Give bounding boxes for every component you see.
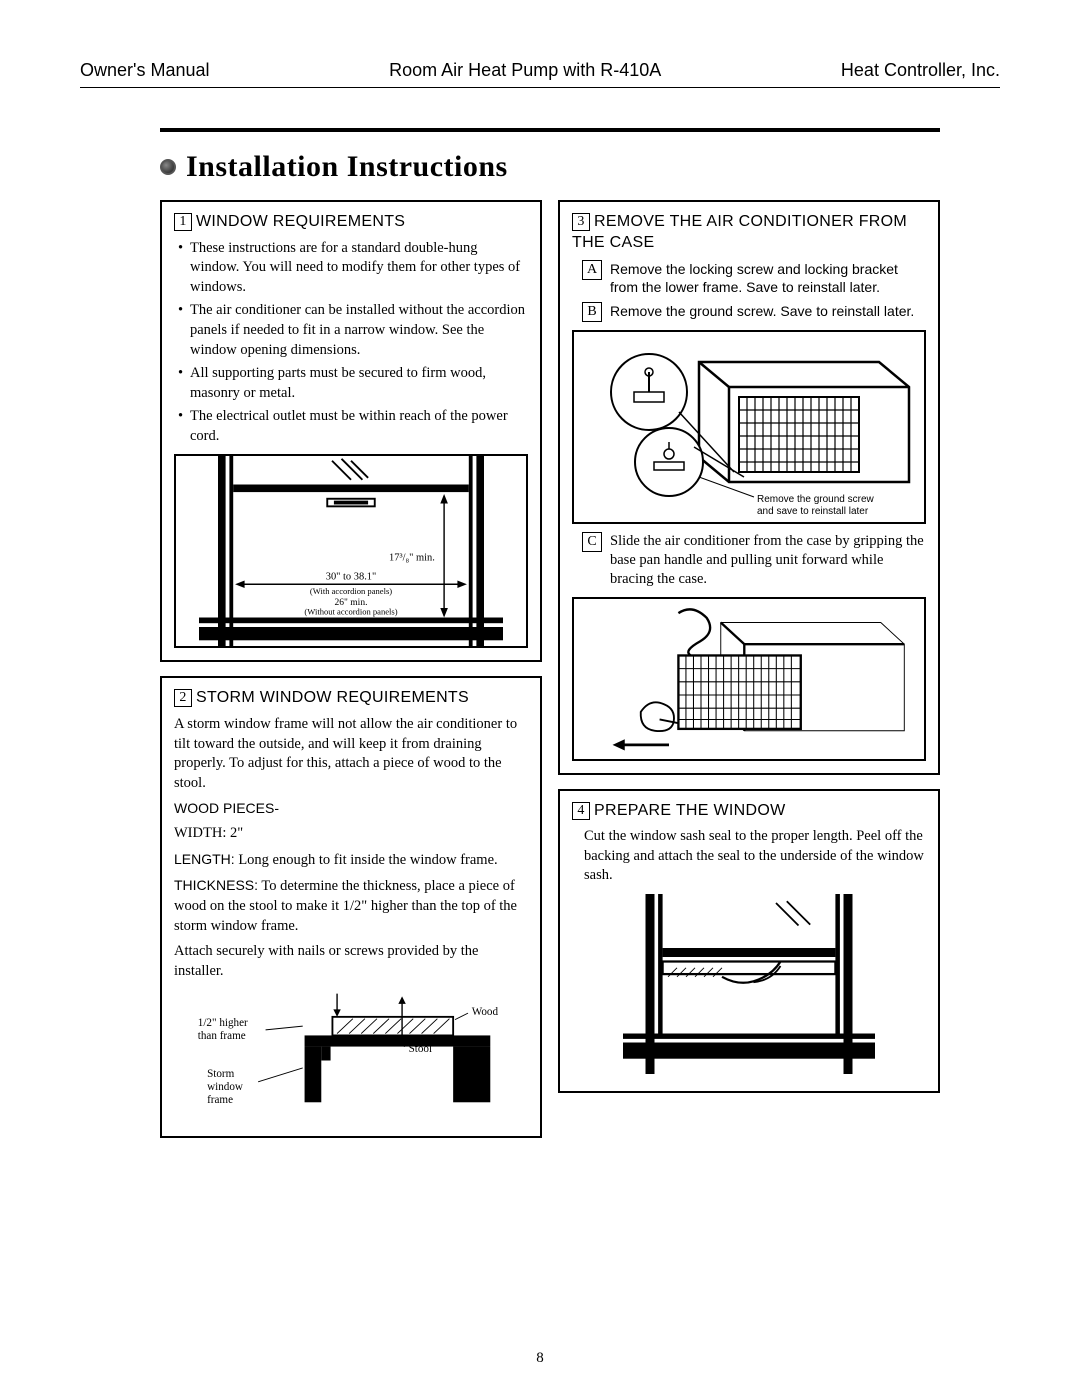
svg-text:Storm: Storm bbox=[207, 1069, 235, 1081]
panel2-intro: A storm window frame will not allow the … bbox=[174, 715, 528, 793]
svg-text:1/2" higher: 1/2" higher bbox=[198, 1017, 248, 1029]
content-area: Installation Instructions 1WINDOW REQUIR… bbox=[160, 128, 940, 1138]
step-b: B Remove the ground screw. Save to reins… bbox=[582, 302, 926, 322]
header-right: Heat Controller, Inc. bbox=[841, 60, 1000, 81]
step-c: C Slide the air conditioner from the cas… bbox=[582, 532, 926, 589]
panel3-title-text: REMOVE THE AIR CONDITIONER FROM THE CASE bbox=[572, 213, 907, 251]
svg-text:Stool: Stool bbox=[409, 1043, 433, 1055]
panel3-steps-c: C Slide the air conditioner from the cas… bbox=[572, 532, 926, 589]
thickness-line: THICKNESS: To determine the thickness, p… bbox=[174, 876, 528, 936]
fig1-w1s: (With accordion panels) bbox=[310, 586, 392, 596]
step-b-letter: B bbox=[582, 302, 602, 322]
panel-storm-window: 2STORM WINDOW REQUIREMENTS A storm windo… bbox=[160, 676, 542, 1138]
length-line: LENGTH: Long enough to fit inside the wi… bbox=[174, 850, 528, 871]
svg-text:than frame: than frame bbox=[198, 1030, 246, 1042]
right-column: 3REMOVE THE AIR CONDITIONER FROM THE CAS… bbox=[558, 200, 940, 1138]
panel4-number: 4 bbox=[572, 802, 590, 820]
panel1-bullet: All supporting parts must be secured to … bbox=[190, 364, 528, 403]
length-text: Long enough to fit inside the window fra… bbox=[235, 852, 498, 868]
attach-text: Attach securely with nails or screws pro… bbox=[174, 942, 528, 981]
svg-text:Remove the ground screw: Remove the ground screw bbox=[757, 494, 875, 505]
svg-text:and save to reinstall later: and save to reinstall later bbox=[757, 506, 869, 517]
panel-remove-ac: 3REMOVE THE AIR CONDITIONER FROM THE CAS… bbox=[558, 200, 940, 775]
thickness-label: THICKNESS: bbox=[174, 877, 258, 893]
svg-text:Wood: Wood bbox=[472, 1006, 499, 1018]
panel-window-requirements: 1WINDOW REQUIREMENTS These instructions … bbox=[160, 200, 542, 662]
panel4-title-text: PREPARE THE WINDOW bbox=[594, 802, 786, 819]
step-b-text: Remove the ground screw. Save to reinsta… bbox=[610, 302, 926, 322]
panel1-number: 1 bbox=[174, 213, 192, 231]
page-title: Installation Instructions bbox=[160, 150, 940, 184]
panel4-figure bbox=[572, 894, 926, 1079]
panel1-bullet: The air conditioner can be installed wit… bbox=[190, 301, 528, 360]
svg-text:window: window bbox=[207, 1082, 243, 1094]
width-line: WIDTH: 2" bbox=[174, 824, 528, 844]
step-a-text: Remove the locking screw and locking bra… bbox=[610, 260, 926, 296]
panel2-title-text: STORM WINDOW REQUIREMENTS bbox=[196, 689, 469, 706]
page-number: 8 bbox=[0, 1350, 1080, 1367]
panel1-bullet: The electrical outlet must be within rea… bbox=[190, 407, 528, 446]
length-label: LENGTH: bbox=[174, 851, 235, 867]
step-c-text: Slide the air conditioner from the case … bbox=[610, 532, 926, 589]
panel4-text: Cut the window sash seal to the proper l… bbox=[572, 827, 926, 886]
panel3-steps-ab: A Remove the locking screw and locking b… bbox=[572, 260, 926, 322]
panel3-figure2 bbox=[572, 597, 926, 761]
header-center: Room Air Heat Pump with R-410A bbox=[389, 60, 661, 81]
panel3-number: 3 bbox=[572, 213, 590, 231]
panel3-figure1: Remove the ground screw and save to rein… bbox=[572, 330, 926, 524]
page-header: Owner's Manual Room Air Heat Pump with R… bbox=[80, 60, 1000, 88]
panel1-bullet: These instructions are for a standard do… bbox=[190, 239, 528, 298]
panel1-title: 1WINDOW REQUIREMENTS bbox=[174, 212, 528, 233]
panel2-number: 2 bbox=[174, 689, 192, 707]
fig1-w2s: (Without accordion panels) bbox=[304, 607, 397, 617]
panel1-bullets: These instructions are for a standard do… bbox=[174, 239, 528, 447]
title-bullet-icon bbox=[160, 159, 176, 175]
panel2-title: 2STORM WINDOW REQUIREMENTS bbox=[174, 688, 528, 709]
panel2-figure: Wood Stool 1/2" higher than frame Storm … bbox=[174, 989, 528, 1124]
step-a-letter: A bbox=[582, 260, 602, 280]
panel1-figure: 17³/₈" min. 30" to 38.1" (With accordion… bbox=[174, 454, 528, 648]
panel1-title-text: WINDOW REQUIREMENTS bbox=[196, 213, 405, 230]
step-a: A Remove the locking screw and locking b… bbox=[582, 260, 926, 296]
panel3-title: 3REMOVE THE AIR CONDITIONER FROM THE CAS… bbox=[572, 212, 926, 254]
step-c-letter: C bbox=[582, 532, 602, 552]
fig1-height-label: 17³/₈" min. bbox=[389, 553, 435, 564]
svg-text:frame: frame bbox=[207, 1095, 233, 1107]
left-column: 1WINDOW REQUIREMENTS These instructions … bbox=[160, 200, 542, 1138]
fig1-w1: 30" to 38.1" bbox=[326, 572, 377, 583]
page-title-text: Installation Instructions bbox=[186, 150, 508, 184]
panel4-title: 4PREPARE THE WINDOW bbox=[572, 801, 926, 822]
wood-pieces-label: WOOD PIECES- bbox=[174, 799, 528, 818]
panel-prepare-window: 4PREPARE THE WINDOW Cut the window sash … bbox=[558, 789, 940, 1093]
header-left: Owner's Manual bbox=[80, 60, 210, 81]
